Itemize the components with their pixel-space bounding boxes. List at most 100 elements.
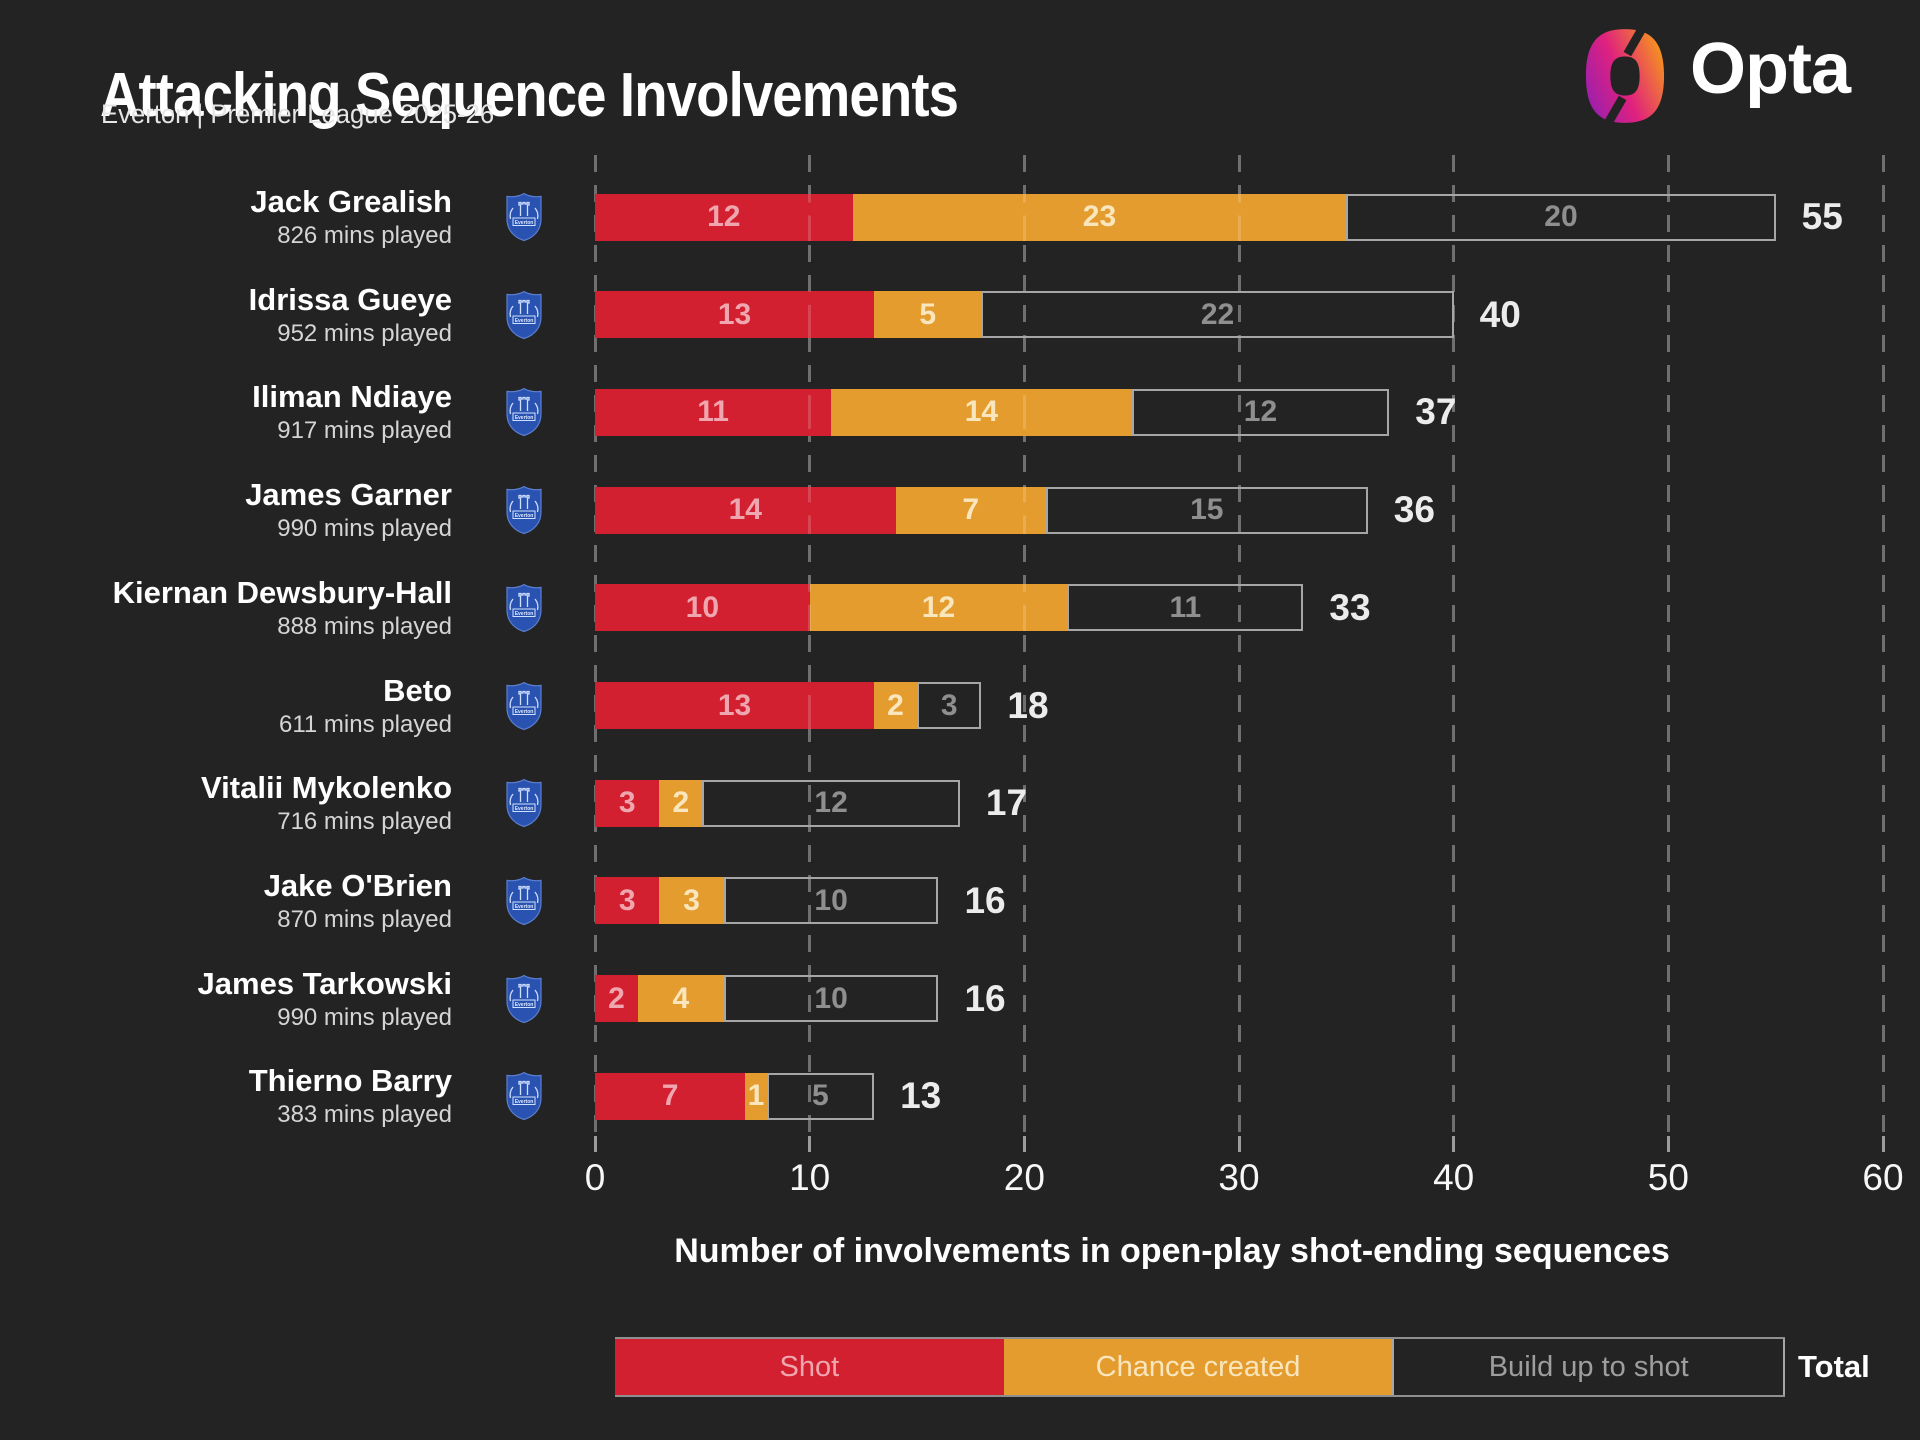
axis-tick-label: 50	[1647, 1157, 1689, 1198]
bar-value-label: 12	[814, 786, 848, 820]
axis-tick-label: 30	[1218, 1157, 1260, 1198]
bar-segment-build-up: 11	[1067, 584, 1304, 632]
player-label: Vitalii Mykolenko 716 mins played	[0, 769, 452, 837]
gridline-overlay	[808, 486, 812, 534]
axis-tick-label: 10	[789, 1157, 831, 1198]
everton-crest-icon: Everton	[506, 778, 542, 828]
player-mins-played: 952 mins played	[277, 319, 452, 347]
page-subtitle: Everton | Premier League 2025-26	[101, 99, 495, 129]
gridline-overlay	[808, 682, 812, 729]
svg-text:Everton: Everton	[515, 1099, 534, 1105]
player-mins-played: 990 mins played	[277, 515, 452, 543]
bar-value-label: 20	[1544, 200, 1578, 233]
bar-segment-chance-created: 2	[659, 779, 703, 827]
everton-crest-icon: Everton	[506, 192, 542, 242]
gridline	[1452, 155, 1456, 1132]
svg-text:Everton: Everton	[515, 317, 534, 323]
club-badge: Everton	[504, 485, 544, 535]
bar-value-label: 14	[964, 395, 999, 429]
bar-value-label: 3	[618, 883, 636, 917]
club-badge: Everton	[504, 290, 544, 340]
player-mins-played: 383 mins played	[277, 1101, 452, 1129]
player-mins-played: 716 mins played	[277, 808, 452, 836]
bar-value-label: 3	[683, 883, 700, 917]
gridline	[1022, 155, 1026, 1132]
player-mins-played: 990 mins played	[277, 1003, 452, 1031]
bar-segment-chance-created: 12	[809, 584, 1068, 632]
player-label: Thierno Barry 383 mins played	[0, 1062, 452, 1130]
bar-total-label: 55	[1801, 196, 1843, 237]
legend-item-chance-created: Chance created	[1003, 1339, 1393, 1395]
player-label: Kiernan Dewsbury-Hall 888 mins played	[0, 574, 452, 642]
club-badge: Everton	[504, 387, 544, 437]
gridline	[593, 155, 597, 1132]
bar-value-label: 3	[618, 786, 636, 820]
bar-value-label: 7	[661, 1079, 679, 1113]
bar-segment-build-up: 12	[702, 779, 960, 827]
opta-brand: Opta	[1584, 26, 1851, 126]
axis-tick	[1237, 1136, 1241, 1152]
svg-text:Everton: Everton	[515, 220, 534, 226]
legend-total-label: Total	[1798, 1349, 1870, 1384]
club-badge: Everton	[504, 876, 544, 926]
player-label: Beto 611 mins played	[0, 672, 452, 740]
bar-total-label: 36	[1393, 489, 1435, 531]
svg-text:Everton: Everton	[515, 611, 534, 617]
player-label: Jack Grealish 826 mins played	[0, 183, 452, 251]
page-title: Attacking Sequence Involvements	[100, 60, 959, 130]
bar-segment-chance-created: 2	[874, 682, 917, 729]
bar-value-label: 15	[1190, 493, 1224, 527]
bar-segment-chance-created: 23	[852, 193, 1347, 241]
bar-value-label: 11	[1169, 590, 1202, 624]
stacked-bar: 12 23 20	[595, 193, 1776, 241]
bar-segment-shot: 2	[595, 975, 638, 1023]
everton-crest-icon: Everton	[506, 876, 542, 926]
bar-segment-chance-created: 5	[874, 291, 982, 339]
player-mins-played: 888 mins played	[277, 612, 452, 640]
axis-tick-label: 0	[584, 1157, 606, 1198]
player-label: Idrissa Gueye 952 mins played	[0, 281, 452, 349]
bar-segment-chance-created: 14	[831, 388, 1132, 436]
player-label: Iliman Ndiaye 917 mins played	[0, 378, 452, 446]
everton-crest-icon: Everton	[506, 1072, 542, 1121]
gridline	[1881, 155, 1885, 1132]
everton-crest-icon: Everton	[506, 388, 542, 437]
everton-crest-icon: Everton	[506, 583, 542, 632]
bar-segment-build-up: 10	[723, 877, 939, 925]
bar-segment-shot: 3	[595, 877, 660, 925]
bar-value-label: 13	[717, 688, 752, 722]
player-name: James Tarkowski	[197, 965, 452, 1001]
everton-crest-icon: Everton	[506, 974, 542, 1023]
stacked-bar: 14 7 15	[595, 486, 1368, 534]
player-name: Vitalii Mykolenko	[201, 770, 452, 806]
bar-segment-chance-created: 3	[659, 877, 724, 925]
axis-tick-label: 40	[1433, 1157, 1475, 1198]
bar-value-label: 23	[1082, 200, 1117, 233]
gridline-overlay	[808, 193, 812, 241]
player-name: Iliman Ndiaye	[252, 379, 452, 415]
axis-tick	[1666, 1136, 1670, 1152]
stacked-bar: 3 2 12	[595, 779, 960, 827]
x-axis-label: Number of involvements in open-play shot…	[674, 1232, 1670, 1270]
legend: Shot Chance created Build up to shot	[615, 1337, 1786, 1397]
gridline	[1666, 155, 1670, 1132]
bar-segment-shot: 11	[595, 388, 832, 436]
bar-value-label: 12	[921, 590, 956, 624]
gridline	[808, 155, 812, 1132]
club-badge: Everton	[504, 583, 544, 633]
bar-total-label: 13	[900, 1075, 942, 1117]
player-mins-played: 870 mins played	[277, 905, 452, 933]
gridline-overlay	[1022, 193, 1026, 241]
bar-value-label: 1	[747, 1079, 765, 1113]
gridline-overlay	[1022, 486, 1026, 534]
gridline	[1237, 155, 1241, 1132]
svg-text:Everton: Everton	[515, 415, 534, 421]
bar-segment-build-up: 22	[981, 291, 1454, 339]
bar-total-label: 16	[964, 977, 1006, 1019]
axis-tick	[1881, 1136, 1885, 1152]
stacked-bar: 13 2 3	[595, 682, 982, 729]
bar-segment-shot: 3	[595, 779, 660, 827]
player-name: Jake O'Brien	[263, 867, 452, 903]
gridline-overlay	[808, 388, 812, 436]
bar-total-label: 37	[1415, 391, 1457, 433]
